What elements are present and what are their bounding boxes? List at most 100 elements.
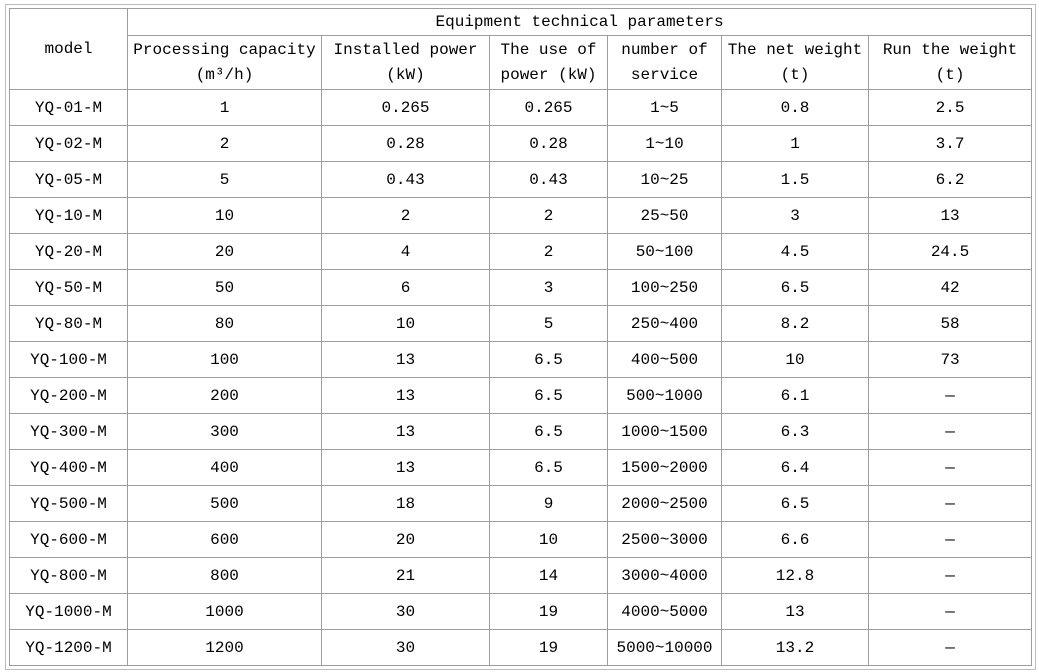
number-of-service-cell: 250~400 (607, 305, 722, 342)
model-cell: YQ-01-M (9, 89, 128, 126)
net-weight-cell: 6.1 (721, 377, 869, 414)
use-of-power-cell: 9 (489, 485, 608, 522)
use-of-power-cell: 10 (489, 521, 608, 558)
run-weight-cell: — (867, 413, 1033, 450)
table-row: YQ-500-M 500 18 9 2000~2500 6.5— (9, 485, 1033, 522)
use-of-power-cell: 0.43 (489, 161, 608, 198)
header-number-of-service: number of service (607, 35, 722, 90)
header-label: The net weight (727, 40, 863, 59)
use-of-power-cell: 19 (489, 629, 608, 666)
table-header: model Equipment technical parameters Pro… (9, 8, 1033, 90)
net-weight-cell: 13 (721, 593, 869, 630)
net-weight-cell: 13.2 (721, 629, 869, 666)
use-of-power-cell: 6.5 (489, 377, 608, 414)
use-of-power-cell: 0.28 (489, 125, 608, 162)
header-unit: (t) (935, 65, 965, 84)
header-label: Run the weight (882, 40, 1018, 59)
model-cell: YQ-05-M (9, 161, 128, 198)
installed-power-cell: 4 (321, 233, 490, 270)
table-row: YQ-02-M 2 0.28 0.28 1~10 1 3.7 (9, 125, 1033, 162)
use-of-power-cell: 6.5 (489, 341, 608, 378)
header-label: Installed power (333, 40, 478, 59)
net-weight-cell: 4.5 (721, 233, 869, 270)
run-weight-cell: — (867, 485, 1033, 522)
model-cell: YQ-800-M (9, 557, 128, 594)
table-row: YQ-01-M 1 0.265 0.265 1~5 0.8 2.5 (9, 89, 1033, 126)
table-row: YQ-600-M 600 20 10 2500~3000 6.6— (9, 521, 1033, 558)
run-weight-cell: 24.5 (867, 233, 1033, 270)
table-row: YQ-300-M 300 13 6.5 1000~1500 6.3— (9, 413, 1033, 450)
run-weight-cell: — (867, 449, 1033, 486)
header-group-title: Equipment technical parameters (126, 8, 1033, 36)
number-of-service-cell: 5000~10000 (607, 629, 722, 666)
use-of-power-cell: 6.5 (489, 449, 608, 486)
use-of-power-cell: 2 (489, 197, 608, 234)
table-row: YQ-10-M 10 2 2 25~50 3 13 (9, 197, 1033, 234)
installed-power-cell: 21 (321, 557, 490, 594)
number-of-service-cell: 1500~2000 (607, 449, 722, 486)
use-of-power-cell: 0.265 (489, 89, 608, 126)
header-installed-power: Installed power (kW) (321, 35, 490, 90)
net-weight-cell: 1 (721, 125, 869, 162)
processing-capacity-cell: 100 (127, 341, 322, 378)
header-model: model (9, 8, 128, 90)
number-of-service-cell: 2500~3000 (607, 521, 722, 558)
installed-power-cell: 2 (321, 197, 490, 234)
model-cell: YQ-20-M (9, 233, 128, 270)
net-weight-cell: 6.5 (721, 485, 869, 522)
installed-power-cell: 0.43 (321, 161, 490, 198)
number-of-service-cell: 10~25 (607, 161, 722, 198)
run-weight-cell: 2.5 (867, 89, 1033, 126)
model-cell: YQ-50-M (9, 269, 128, 306)
installed-power-cell: 13 (321, 377, 490, 414)
net-weight-cell: 6.4 (721, 449, 869, 486)
run-weight-cell: — (867, 629, 1033, 666)
run-weight-cell: — (867, 593, 1033, 630)
header-processing-capacity: Processing capacity (m³/h) (127, 35, 322, 90)
processing-capacity-cell: 200 (127, 377, 322, 414)
model-cell: YQ-400-M (9, 449, 128, 486)
installed-power-cell: 30 (321, 593, 490, 630)
processing-capacity-cell: 50 (127, 269, 322, 306)
header-net-weight: The net weight (t) (721, 35, 869, 90)
number-of-service-cell: 1000~1500 (607, 413, 722, 450)
header-unit: service (630, 65, 699, 84)
model-cell: YQ-02-M (9, 125, 128, 162)
run-weight-cell: 42 (867, 269, 1033, 306)
header-subrow: Processing capacity (m³/h) Installed pow… (10, 35, 1033, 90)
net-weight-cell: 10 (721, 341, 869, 378)
net-weight-cell: 6.5 (721, 269, 869, 306)
model-cell: YQ-300-M (9, 413, 128, 450)
use-of-power-cell: 2 (489, 233, 608, 270)
processing-capacity-cell: 1 (127, 89, 322, 126)
use-of-power-cell: 19 (489, 593, 608, 630)
installed-power-cell: 20 (321, 521, 490, 558)
net-weight-cell: 6.3 (721, 413, 869, 450)
number-of-service-cell: 1~5 (607, 89, 722, 126)
model-cell: YQ-200-M (9, 377, 128, 414)
header-group-row: model Equipment technical parameters (9, 8, 1033, 90)
header-unit: power (kW) (500, 65, 597, 84)
run-weight-cell: — (867, 521, 1033, 558)
use-of-power-cell: 5 (489, 305, 608, 342)
use-of-power-cell: 3 (489, 269, 608, 306)
table-body: YQ-01-M 1 0.265 0.265 1~5 0.8 2.5 YQ-02-M 2 0.28 0… (9, 89, 1033, 666)
net-weight-cell: 6.6 (721, 521, 869, 558)
use-of-power-cell: 14 (489, 557, 608, 594)
net-weight-cell: 8.2 (721, 305, 869, 342)
model-cell: YQ-1200-M (9, 629, 128, 666)
number-of-service-cell: 25~50 (607, 197, 722, 234)
header-label: Processing capacity (133, 40, 316, 59)
net-weight-cell: 1.5 (721, 161, 869, 198)
net-weight-cell: 12.8 (721, 557, 869, 594)
table-row: YQ-1200-M 1200 30 19 5000~10000 13.2— (9, 629, 1033, 666)
table-row: YQ-20-M 20 4 2 50~100 4.5 24.5 (9, 233, 1033, 270)
run-weight-cell: 73 (867, 341, 1033, 378)
run-weight-cell: 58 (867, 305, 1033, 342)
number-of-service-cell: 500~1000 (607, 377, 722, 414)
model-cell: YQ-1000-M (9, 593, 128, 630)
number-of-service-cell: 3000~4000 (607, 557, 722, 594)
processing-capacity-cell: 10 (127, 197, 322, 234)
table-row: YQ-200-M 200 13 6.5 500~1000 6.1— (9, 377, 1033, 414)
